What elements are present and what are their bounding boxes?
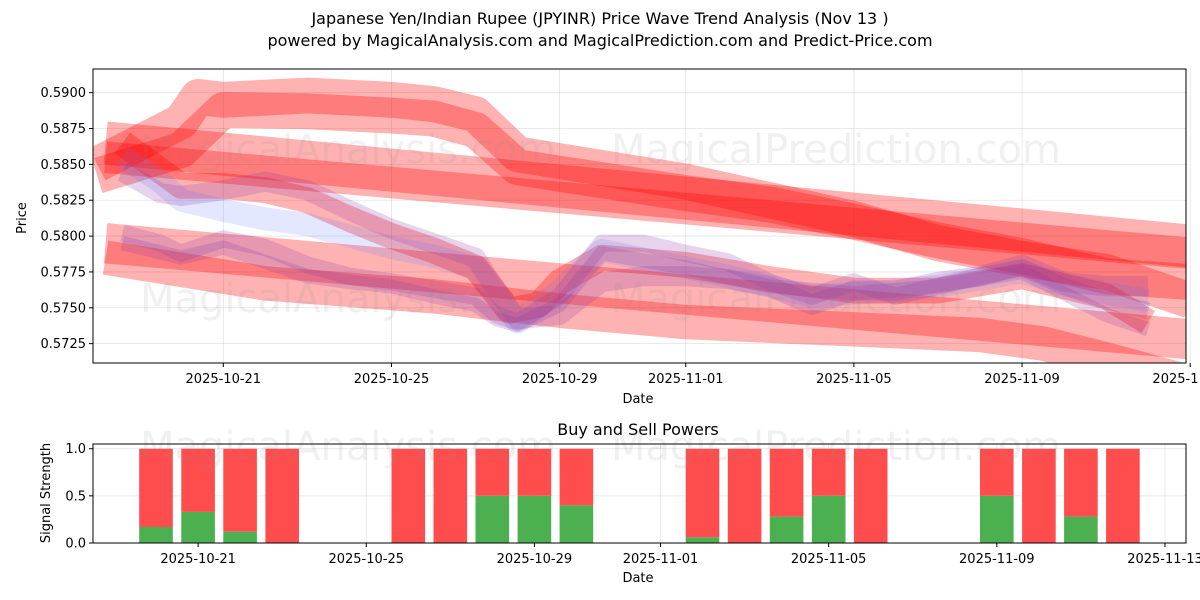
watermark-analysis-upper: MagicalAnalysis.com: [140, 127, 556, 173]
buy-bar: [769, 516, 804, 543]
buy-bar: [475, 495, 510, 543]
signal-y-axis-label: Signal Strength: [39, 443, 54, 543]
buy-bar: [811, 495, 846, 543]
price-y-axis-label: Price: [15, 202, 30, 234]
wave-band-blue-wave: [116, 147, 1151, 334]
signal-chart-title: Buy and Sell Powers: [557, 420, 719, 439]
buy-bar: [1064, 516, 1098, 543]
price-y-tick-label: 0.5750: [41, 301, 87, 316]
buy-bar: [517, 495, 552, 543]
chart-title: Japanese Yen/Indian Rupee (JPYINR) Price…: [311, 9, 889, 28]
sell-bar: [853, 448, 888, 543]
price-x-tick-label: 2025-11-09: [984, 372, 1060, 387]
wave-band-pink-wave: [114, 132, 1155, 334]
price-y-tick-label: 0.5775: [41, 265, 87, 280]
price-x-axis: 2025-10-21 2025-10-25 2025-10-29 2025-11-01…: [186, 363, 1200, 387]
sell-bar: [139, 448, 173, 527]
sell-bar: [1022, 448, 1056, 543]
wave-band-red-lower-channel: [103, 223, 1186, 360]
watermark-prediction-signal: MagicalPrediction.com: [611, 424, 1061, 470]
sell-bar: [433, 448, 468, 543]
wave-band-purple-wave-1: [117, 162, 1149, 330]
signal-y-axis: 0.0 0.5 1.0: [65, 442, 93, 552]
wave-band-red-upper-channel-2: [104, 141, 1186, 269]
sell-bar: [223, 448, 257, 532]
price-plot-frame: [92, 68, 1187, 364]
watermark-analysis-signal: MagicalAnalysis.com: [140, 424, 556, 470]
price-x-tick-label: 2025-11-05: [816, 372, 892, 387]
watermark-analysis-lower: MagicalAnalysis.com: [140, 276, 556, 322]
price-x-tick-label: 2025-10-29: [522, 372, 598, 387]
signal-x-tick-label: 2025-10-21: [160, 552, 236, 567]
signal-bars: [139, 448, 1140, 543]
signal-x-tick-label: 2025-11-09: [959, 552, 1035, 567]
buy-bar: [559, 505, 594, 543]
signal-x-tick-label: 2025-10-29: [497, 552, 573, 567]
price-y-tick-label: 0.5875: [41, 122, 87, 137]
sell-bar: [517, 448, 552, 496]
price-wave-bands: [93, 77, 1186, 363]
price-x-tick-label: 2025-11-13: [1152, 372, 1200, 387]
price-x-axis-label: Date: [622, 392, 653, 407]
signal-x-axis: 2025-10-21 2025-10-25 2025-10-29 2025-11-01…: [160, 543, 1200, 567]
price-x-tick-label: 2025-10-21: [186, 372, 262, 387]
sell-bar: [475, 448, 510, 496]
wave-band-red-lower-wave: [102, 240, 1185, 363]
signal-y-tick-label: 0.0: [65, 537, 86, 552]
price-grid: [93, 69, 1191, 363]
price-y-axis: 0.5725 0.5750 0.5775 0.5800 0.5825 0.5850 0.58…: [41, 86, 93, 352]
signal-x-tick-label: 2025-11-13: [1127, 552, 1200, 567]
wave-band-red-upper-wave-2: [93, 91, 1186, 300]
watermark-prediction-upper: MagicalPrediction.com: [611, 127, 1061, 173]
wave-band-red-upper-wave: [93, 77, 1186, 318]
buy-bar: [181, 511, 215, 543]
signal-y-tick-label: 0.5: [65, 489, 86, 504]
wave-band-red-upper-channel: [103, 121, 1186, 268]
price-y-tick-label: 0.5850: [41, 158, 87, 173]
sell-bar: [1106, 448, 1140, 543]
buy-bar: [980, 495, 1014, 543]
sell-bar: [181, 448, 215, 512]
price-watermarks: MagicalAnalysis.com MagicalPrediction.co…: [140, 127, 1061, 322]
sell-bar: [727, 448, 762, 543]
sell-bar: [559, 448, 594, 506]
signal-x-tick-label: 2025-11-01: [623, 552, 699, 567]
signal-x-tick-label: 2025-11-05: [791, 552, 867, 567]
sell-bar: [391, 448, 426, 543]
signal-plot-frame: [92, 443, 1187, 544]
wave-band-purple-wave-2: [120, 224, 1151, 331]
wave-band-purple-wave-3: [120, 236, 1151, 337]
sell-bar: [769, 448, 804, 517]
sell-bar: [980, 448, 1014, 496]
signal-x-tick-label: 2025-10-25: [328, 552, 404, 567]
price-x-tick-label: 2025-11-01: [648, 372, 724, 387]
chart-subtitle: powered by MagicalAnalysis.com and Magic…: [267, 31, 933, 50]
sell-bar: [265, 448, 299, 543]
signal-x-axis-label: Date: [622, 571, 653, 586]
price-y-tick-label: 0.5725: [41, 337, 87, 352]
buy-bar: [685, 537, 720, 543]
price-y-tick-label: 0.5900: [41, 86, 87, 101]
sell-bar: [685, 448, 720, 538]
sell-bar: [811, 448, 846, 496]
price-x-tick-label: 2025-10-25: [354, 372, 430, 387]
buy-bar: [139, 527, 173, 543]
buy-bar: [223, 531, 257, 543]
signal-watermarks: MagicalAnalysis.com MagicalPrediction.co…: [140, 424, 1061, 470]
price-y-tick-label: 0.5825: [41, 194, 87, 209]
price-y-tick-label: 0.5800: [41, 230, 87, 245]
signal-y-tick-label: 1.0: [65, 442, 86, 457]
sell-bar: [1064, 448, 1098, 517]
watermark-prediction-lower: MagicalPrediction.com: [611, 276, 1061, 322]
